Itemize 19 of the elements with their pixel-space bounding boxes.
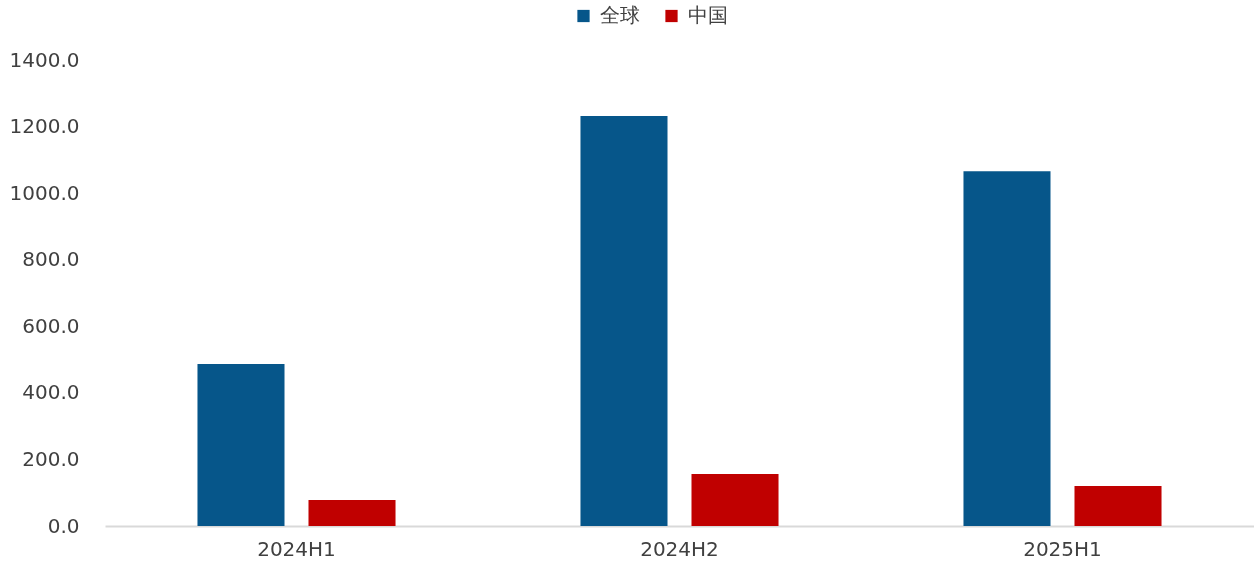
- bar: [691, 474, 779, 526]
- y-tick-label: 1400.0: [9, 47, 80, 72]
- bar: [197, 363, 285, 526]
- bar: [963, 171, 1051, 526]
- y-tick-label: 800.0: [22, 247, 80, 272]
- y-tick-label: 200.0: [22, 446, 80, 471]
- y-tick-label: 0.0: [47, 513, 80, 538]
- legend-label: 中国: [687, 3, 728, 27]
- x-tick-label: 2024H2: [640, 536, 719, 561]
- y-tick-label: 400.0: [22, 380, 80, 405]
- bar: [1074, 486, 1162, 526]
- y-tick-label: 1200.0: [9, 114, 80, 139]
- x-tick-label: 2025H1: [1023, 536, 1102, 561]
- x-tick-label: 2024H1: [257, 536, 336, 561]
- bar: [580, 115, 668, 526]
- bar: [308, 500, 396, 526]
- legend-label: 全球: [599, 3, 640, 27]
- y-tick-label: 600.0: [22, 313, 80, 338]
- y-tick-label: 1000.0: [9, 180, 80, 205]
